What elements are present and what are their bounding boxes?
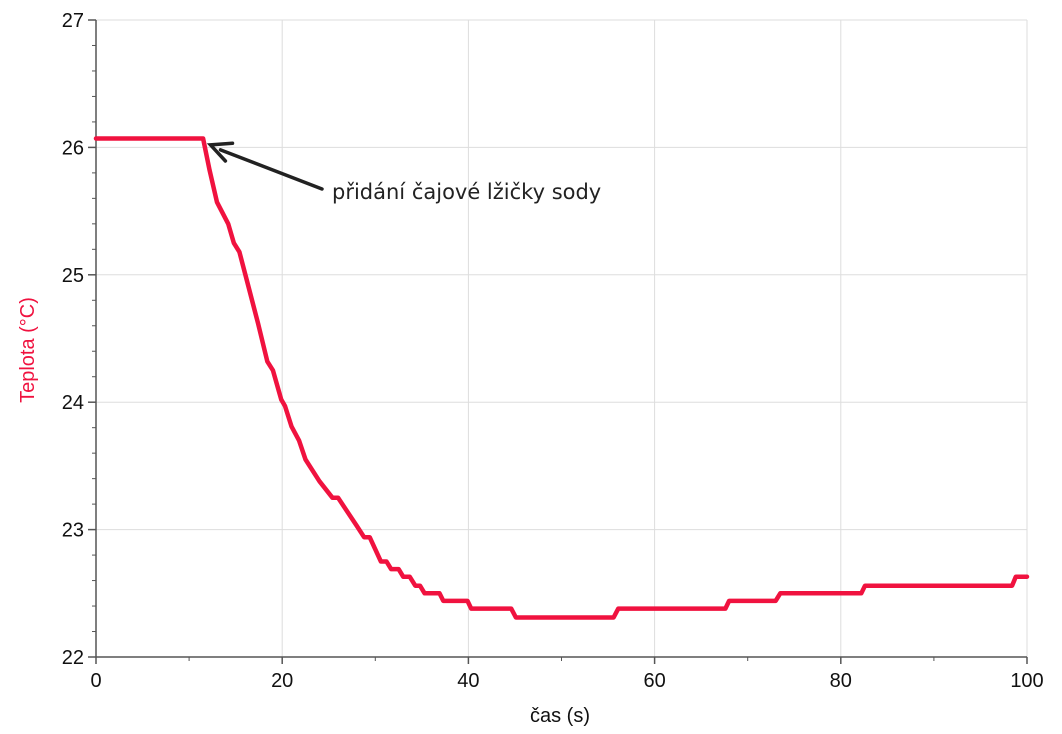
x-tick-label: 0 (90, 670, 101, 692)
x-tick-label: 20 (271, 670, 293, 692)
x-tick-label: 40 (457, 670, 479, 692)
grid-lines (96, 19, 1028, 657)
x-axis-label: čas (s) (530, 705, 590, 727)
annotation-text: přidání čajové lžičky sody (332, 180, 601, 204)
y-tick-label: 25 (62, 265, 84, 287)
axes (95, 20, 1027, 658)
y-tick-label: 22 (62, 647, 84, 669)
tick-marks (88, 19, 1028, 664)
y-tick-label: 24 (62, 392, 84, 414)
x-tick-label: 60 (643, 670, 665, 692)
x-tick-label: 80 (830, 670, 852, 692)
tick-labels: 0 20 40 60 80 100 22 23 24 25 26 27 (62, 10, 1044, 692)
x-tick-label: 100 (1010, 670, 1043, 692)
series-layer (93, 136, 1030, 620)
y-tick-label: 26 (62, 137, 84, 159)
y-axis-label: Teplota (°C) (17, 297, 39, 403)
y-tick-label: 23 (62, 520, 84, 542)
annotation-arrow-head (206, 141, 235, 163)
annotation-arrow-line (218, 148, 324, 191)
series-line-0 (93, 136, 1030, 620)
y-tick-label: 27 (62, 10, 84, 32)
annotation: přidání čajové lžičky sody (206, 141, 601, 204)
